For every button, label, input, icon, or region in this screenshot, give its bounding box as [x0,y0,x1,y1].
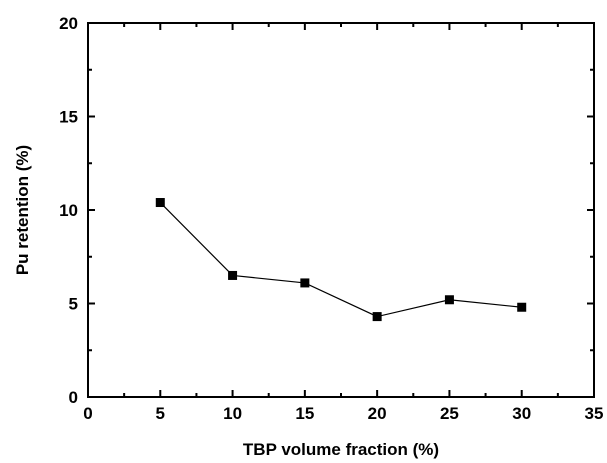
data-point [372,312,382,322]
data-point [517,302,527,312]
x-tick-labels: 0 5 10 15 20 25 30 35 [83,404,603,423]
x-tick-label: 5 [156,404,165,423]
data-point [155,198,165,208]
x-tick-label: 10 [223,404,242,423]
x-tick-label: 15 [295,404,314,423]
x-tick-label: 30 [512,404,531,423]
y-tick-label: 10 [59,201,78,220]
x-tick-label: 35 [585,404,604,423]
y-tick-label: 20 [59,14,78,33]
data-point [300,278,310,288]
y-tick-label: 0 [69,388,78,407]
ticks [87,22,595,398]
y-tick-labels: 0 5 10 15 20 [59,14,78,407]
x-tick-label: 25 [440,404,459,423]
series-line [159,202,522,318]
data-point [444,295,454,305]
y-tick-label: 15 [59,108,78,127]
x-axis-title: TBP volume fraction (%) [243,440,439,459]
series-markers [155,198,527,322]
plot-frame [87,22,595,398]
x-tick-label: 20 [368,404,387,423]
x-tick-label: 0 [83,404,92,423]
y-axis-title: Pu retention (%) [13,145,32,275]
data-point [228,270,238,280]
y-tick-label: 5 [69,295,78,314]
